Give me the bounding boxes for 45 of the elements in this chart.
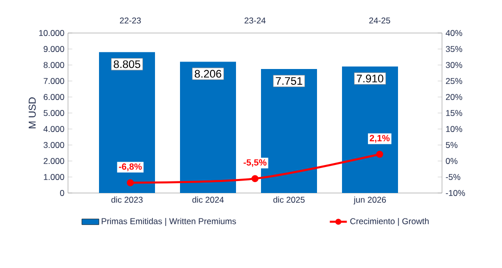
legend-label: Primas Emitidas | Written Premiums bbox=[102, 218, 236, 226]
y-tick-label: 4.000 bbox=[43, 126, 64, 132]
x-tick-label: 23-24 bbox=[244, 17, 266, 24]
data-label: 7.910 bbox=[356, 74, 384, 82]
x-tick-label: dic 2024 bbox=[192, 196, 224, 203]
point bbox=[376, 150, 384, 158]
x-tick-label: dic 2025 bbox=[273, 196, 305, 203]
data-label: -6,8% bbox=[118, 163, 142, 172]
y-tick-label: 6.000 bbox=[44, 94, 64, 100]
x-tick-label: jun 2026 bbox=[354, 196, 386, 204]
y-tick-label: 10.000 bbox=[39, 30, 64, 36]
x-tick-label: 22-23 bbox=[120, 17, 141, 24]
bar bbox=[342, 66, 398, 193]
data-label: 8.206 bbox=[194, 70, 222, 78]
point bbox=[252, 175, 259, 182]
y-tick-label: 40% bbox=[446, 30, 462, 36]
bar bbox=[180, 62, 236, 193]
y-tick-label: 0% bbox=[446, 158, 458, 164]
bar bbox=[99, 52, 156, 193]
y-tick-label: 5% bbox=[446, 142, 458, 148]
y-tick-label: 7.000 bbox=[44, 78, 64, 84]
y-tick-label: -10% bbox=[446, 190, 465, 196]
y-tick-label: 0 bbox=[60, 190, 64, 196]
data-label: 8.805 bbox=[114, 60, 140, 68]
legend-label: Crecimiento | Growth bbox=[350, 218, 429, 226]
data-label: -5,5% bbox=[244, 159, 266, 167]
y-tick-label: 10% bbox=[446, 126, 462, 132]
data-label: 2,1% bbox=[370, 134, 390, 143]
x-tick-label: dic 2023 bbox=[111, 196, 143, 203]
y-tick-label: 35% bbox=[446, 46, 462, 52]
y-tick-label: -5% bbox=[446, 174, 460, 180]
point bbox=[126, 179, 134, 186]
x-tick-label: 24-25 bbox=[369, 17, 390, 24]
y-tick-label: 15% bbox=[446, 110, 462, 116]
y-axis-title: M USD bbox=[28, 97, 36, 128]
y-tick-label: 25% bbox=[446, 78, 462, 84]
y-tick-label: 3.000 bbox=[44, 142, 64, 148]
y-tick-label: 30% bbox=[446, 62, 462, 68]
data-label: 7.751 bbox=[276, 77, 302, 85]
y-tick-label: 1.000 bbox=[44, 174, 64, 180]
y-tick-label: 9.000 bbox=[44, 46, 64, 52]
y-tick-label: 5.000 bbox=[44, 110, 64, 116]
y-tick-label: 20% bbox=[446, 94, 462, 100]
y-tick-label: 8.000 bbox=[44, 62, 64, 68]
y-tick-label: 2.000 bbox=[44, 158, 64, 164]
